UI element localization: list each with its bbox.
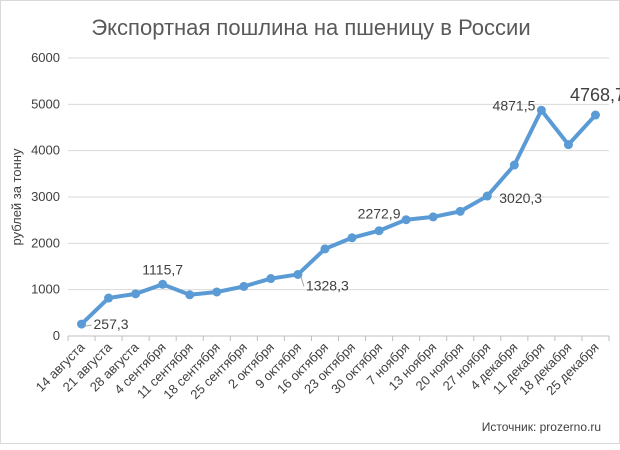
data-point — [347, 233, 357, 243]
data-point — [374, 226, 384, 236]
y-tick-label: 2000 — [31, 235, 60, 250]
label-leader — [300, 276, 305, 287]
data-label: 4871,5 — [493, 97, 536, 113]
y-axis-label: рублей за тонну — [9, 148, 24, 245]
data-point — [185, 290, 195, 300]
data-point — [266, 274, 276, 284]
data-point — [131, 289, 141, 299]
data-labels: 257,3 1115,7 1328,3 2272,9 3020,3 4871,5 4768,… — [84, 85, 620, 332]
data-point — [293, 269, 303, 279]
data-label: 257,3 — [94, 316, 129, 332]
y-tick-label: 0 — [53, 328, 60, 343]
data-label: 4768,7 — [570, 85, 620, 105]
y-tick-label: 5000 — [31, 96, 60, 111]
data-label: 1328,3 — [306, 277, 349, 293]
data-point — [509, 160, 519, 170]
data-point — [320, 244, 330, 254]
series-line-path — [79, 108, 598, 327]
data-point — [428, 212, 438, 222]
data-point — [482, 191, 492, 201]
y-tick-label: 1000 — [31, 282, 60, 297]
series-points — [77, 105, 600, 329]
gridlines — [67, 57, 610, 341]
data-point — [563, 140, 573, 150]
series-line — [79, 108, 598, 327]
y-tick-label: 4000 — [31, 143, 60, 158]
data-point — [401, 215, 411, 225]
label-leader — [84, 324, 92, 327]
y-tick-label: 6000 — [31, 50, 60, 65]
y-tick-label: 3000 — [31, 189, 60, 204]
data-label: 3020,3 — [499, 190, 542, 206]
chart-title: Экспортная пошлина на пшеницу в России — [91, 15, 530, 40]
source-note: Источник: prozerno.ru — [482, 420, 601, 434]
data-point — [590, 110, 600, 120]
data-label: 2272,9 — [358, 206, 401, 222]
data-point — [77, 319, 87, 329]
y-axis-ticks: 0 1000 2000 3000 4000 5000 6000 — [31, 50, 60, 343]
data-point — [158, 279, 168, 289]
data-label: 1115,7 — [142, 261, 183, 277]
data-point — [239, 281, 249, 291]
data-point — [104, 293, 114, 303]
data-point — [455, 206, 465, 216]
data-point — [536, 105, 546, 115]
data-point — [212, 287, 222, 297]
